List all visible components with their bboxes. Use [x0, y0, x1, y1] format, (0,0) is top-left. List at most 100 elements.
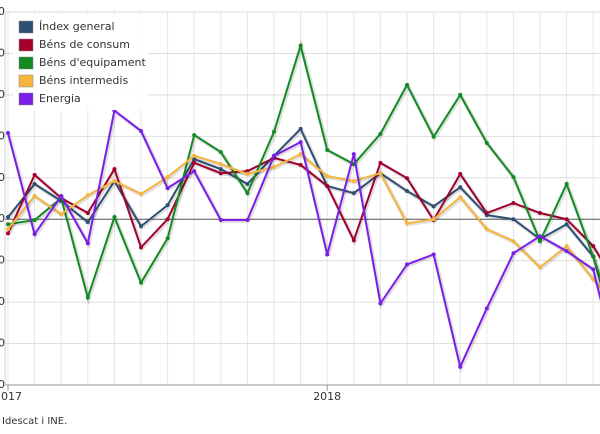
data-point — [325, 148, 330, 153]
data-point — [564, 222, 569, 227]
data-point — [85, 220, 90, 225]
data-point — [6, 222, 10, 227]
line-shadow — [7, 108, 600, 374]
data-point — [564, 244, 569, 249]
y-tick-label: -10 — [0, 254, 5, 267]
data-point — [458, 364, 463, 369]
y-tick-label: -40 — [0, 378, 5, 391]
data-point — [6, 231, 10, 236]
series-line — [7, 156, 600, 260]
data-point — [325, 174, 330, 179]
legend-swatch — [18, 38, 34, 52]
y-tick-label: 30 — [0, 88, 5, 101]
data-point — [218, 167, 223, 172]
data-point — [405, 262, 409, 267]
data-point — [484, 227, 489, 232]
data-point — [272, 165, 276, 170]
data-point — [218, 218, 223, 223]
data-point — [165, 186, 170, 191]
data-point — [59, 194, 64, 199]
legend-label: Índex general — [39, 20, 115, 33]
data-point — [245, 169, 250, 174]
data-point — [511, 217, 516, 222]
data-point — [484, 140, 489, 145]
data-point — [325, 184, 330, 189]
data-point — [591, 267, 596, 272]
data-point — [245, 181, 250, 186]
data-point — [218, 150, 223, 155]
data-point — [218, 162, 223, 167]
legend-label: Béns intermedis — [39, 74, 128, 87]
data-point — [591, 277, 596, 282]
data-point — [564, 249, 569, 254]
data-point — [6, 131, 10, 136]
data-point — [458, 172, 463, 177]
legend-swatch — [18, 20, 34, 34]
data-point — [591, 254, 596, 259]
x-tick-label: 2018 — [313, 390, 341, 403]
data-point — [165, 203, 170, 208]
data-point — [245, 218, 250, 223]
data-point — [458, 185, 463, 190]
series-line — [7, 41, 600, 302]
data-point — [192, 160, 197, 165]
data-point — [85, 211, 90, 216]
data-point — [139, 245, 143, 250]
data-point — [538, 211, 542, 216]
data-point — [431, 204, 436, 209]
data-point — [192, 157, 197, 162]
data-point — [32, 232, 37, 237]
data-point — [32, 218, 37, 223]
data-point — [32, 194, 37, 199]
data-point — [511, 174, 516, 179]
data-point — [351, 238, 356, 243]
data-point — [484, 306, 489, 311]
data-point — [192, 169, 197, 174]
data-point — [6, 215, 10, 220]
y-tick-label: 10 — [0, 171, 5, 184]
data-point — [245, 172, 250, 177]
data-point — [378, 301, 383, 306]
legend-swatch — [18, 56, 34, 70]
series-line — [7, 108, 600, 370]
plot — [6, 39, 600, 374]
data-point — [511, 201, 516, 206]
data-point — [59, 212, 64, 217]
legend-label: Energia — [39, 92, 81, 105]
data-point — [32, 172, 37, 177]
y-tick-label: -20 — [0, 295, 5, 308]
y-tick-label: 50 — [0, 5, 5, 18]
data-point — [405, 221, 409, 226]
data-point — [85, 241, 90, 246]
data-point — [591, 244, 596, 249]
source: Idescat i INE. — [2, 416, 67, 427]
data-point — [431, 217, 436, 222]
data-point — [139, 224, 143, 229]
legend-label: Béns d'equipament — [39, 56, 146, 69]
data-point — [351, 191, 356, 196]
data-point — [298, 152, 303, 157]
data-point — [112, 179, 117, 184]
data-point — [139, 191, 143, 196]
data-point — [32, 181, 37, 186]
legend-box — [13, 15, 148, 110]
data-point — [564, 181, 569, 186]
data-point — [298, 162, 303, 167]
data-point — [272, 129, 276, 134]
x-tick-label: 2017 — [0, 390, 22, 403]
data-point — [139, 128, 143, 133]
data-point — [298, 43, 303, 48]
legend-swatch — [18, 74, 34, 88]
data-point — [378, 171, 383, 176]
data-point — [405, 176, 409, 181]
data-point — [564, 217, 569, 222]
data-point — [431, 134, 436, 139]
data-point — [192, 133, 197, 138]
data-point — [351, 152, 356, 157]
series-line — [7, 127, 600, 285]
data-point — [484, 211, 489, 216]
data-point — [538, 239, 542, 244]
series-line — [7, 152, 600, 289]
data-point — [405, 189, 409, 194]
